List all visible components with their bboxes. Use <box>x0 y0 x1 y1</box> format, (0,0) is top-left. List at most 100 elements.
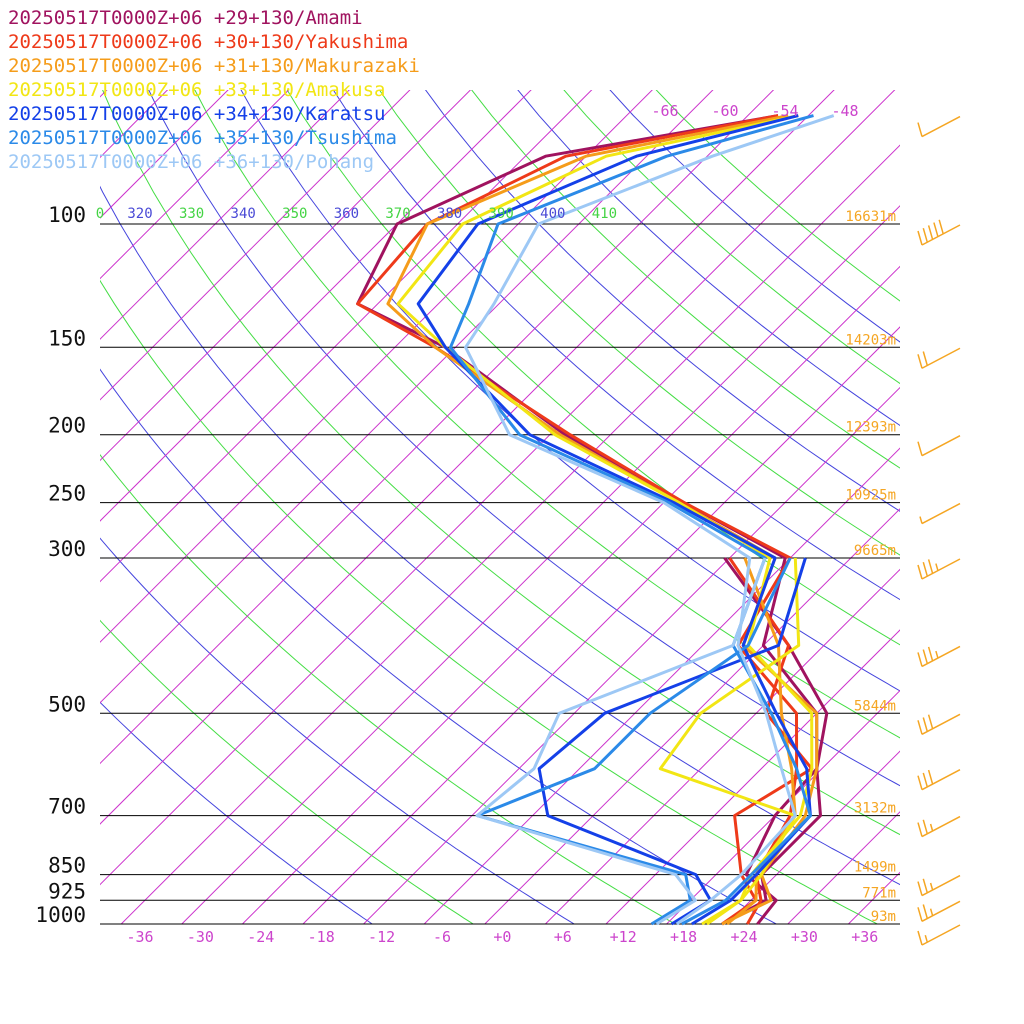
dry-adiabat <box>100 453 677 924</box>
pressure-label: 850 <box>48 854 86 878</box>
isotherm <box>100 90 775 765</box>
wind-barb-shaft <box>921 924 961 946</box>
isotherm <box>100 90 169 159</box>
wind-barbs <box>917 115 961 946</box>
dewpoint-line <box>658 557 801 926</box>
wind-barb-flag <box>922 351 929 366</box>
legend-entry: 20250517T0000Z+06 +31+130/Makurazaki <box>8 55 420 77</box>
theta-label: 390 <box>489 206 514 222</box>
isotherm <box>423 447 900 924</box>
wind-barb-flag <box>927 714 934 729</box>
isotherm <box>120 144 900 924</box>
height-label: 3132m <box>854 801 896 817</box>
theta-label: 400 <box>540 206 565 222</box>
isotherm <box>100 90 350 340</box>
isotherm <box>1015 69 1024 939</box>
pressure-label: 700 <box>48 795 86 819</box>
wind-barb-half-flag <box>935 563 939 571</box>
wind-barb-shaft <box>921 115 961 138</box>
isotherm <box>100 90 593 583</box>
wind-barb <box>917 874 961 897</box>
dry-adiabat <box>148 90 900 787</box>
isotherm <box>181 205 900 924</box>
temperature-tick-label: +24 <box>730 928 757 946</box>
wind-barb-flag <box>927 559 934 574</box>
wind-barb-flag <box>922 717 929 732</box>
wind-barb <box>917 219 961 246</box>
temperature-line <box>396 114 814 926</box>
temperature-tick-label: +0 <box>493 928 511 946</box>
temperature-tick-label: -6 <box>433 928 451 946</box>
wind-barb-half-flag <box>924 934 929 943</box>
wind-barb <box>917 115 961 138</box>
wind-barb-half-flag <box>919 516 923 524</box>
temperature-tick-label: +12 <box>610 928 637 946</box>
wind-barb-flag <box>917 441 923 456</box>
wind-barb <box>917 435 961 457</box>
dry-adiabat <box>286 90 900 646</box>
wind-barb-shaft <box>921 558 961 580</box>
wind-barb-flag <box>938 219 944 235</box>
wind-barb-flag <box>933 222 939 237</box>
height-label: 771m <box>862 885 896 901</box>
wind-barb-shaft <box>921 769 961 791</box>
temperature-line <box>464 114 835 926</box>
wind-barb-flag <box>922 878 929 894</box>
isotherm <box>362 386 900 924</box>
theta-label: 410 <box>592 206 617 222</box>
pressure-label: 300 <box>48 537 86 561</box>
wind-barb <box>917 558 961 580</box>
wind-barb-flag <box>922 227 929 243</box>
temperature-tick-label: +18 <box>670 928 697 946</box>
height-label: 5844m <box>854 698 896 714</box>
theta-label: 360 <box>334 206 359 222</box>
height-label: 10925m <box>845 488 896 504</box>
pressure-label: 925 <box>48 879 86 903</box>
isotherm <box>100 90 472 462</box>
dewpoint-line <box>475 557 767 926</box>
pressure-label: 100 <box>48 203 86 227</box>
pressure-label: 500 <box>48 692 86 716</box>
wind-barb-flag <box>922 649 929 664</box>
height-label: 14203m <box>845 332 896 348</box>
sounding-series <box>356 114 835 926</box>
temperature-tick-label: -12 <box>368 928 395 946</box>
isotherm <box>0 69 7 939</box>
theta-label: 320 <box>127 206 152 222</box>
legend: 20250517T0000Z+06 +29+130/Amami20250517T… <box>8 7 420 173</box>
dry-adiabat <box>100 619 475 924</box>
pressure-label: 150 <box>48 326 86 350</box>
legend-entry: 20250517T0000Z+06 +36+130/Pohang <box>8 151 374 173</box>
temperature-tick-label: -30 <box>187 928 214 946</box>
dewpoint-line <box>721 557 829 926</box>
theta-label: 380 <box>437 206 462 222</box>
isotherm-top-label: -54 <box>771 102 798 120</box>
temperature-line <box>416 114 812 926</box>
dry-adiabat <box>194 90 900 739</box>
dry-adiabat <box>100 537 576 924</box>
isotherms <box>0 69 1024 939</box>
wind-barb-shaft <box>921 713 961 735</box>
temperature-line <box>356 114 819 925</box>
temperature-line <box>356 114 799 925</box>
theta-label: 0 <box>96 206 104 222</box>
isotherm <box>100 90 411 401</box>
legend-entry: 20250517T0000Z+06 +34+130/Karatsu <box>8 103 386 125</box>
legend-entry: 20250517T0000Z+06 +33+130/Amakusa <box>8 79 386 101</box>
isotherm <box>955 69 1024 939</box>
wind-barb <box>917 769 961 791</box>
wind-barb <box>917 713 961 735</box>
legend-entry: 20250517T0000Z+06 +30+130/Yakushima <box>8 31 408 53</box>
temperature-tick-label: -36 <box>126 928 153 946</box>
temperature-tick-label: +36 <box>851 928 878 946</box>
wind-barb-flag <box>917 564 923 580</box>
isotherm-top-label: -60 <box>711 102 738 120</box>
theta-label: 330 <box>179 206 204 222</box>
wind-barb <box>919 502 961 525</box>
wind-barb-shaft <box>921 347 961 369</box>
wind-barb-flag <box>917 775 923 790</box>
dry-adiabat <box>102 90 900 836</box>
isotherm <box>484 508 900 924</box>
wind-barb <box>917 900 961 922</box>
